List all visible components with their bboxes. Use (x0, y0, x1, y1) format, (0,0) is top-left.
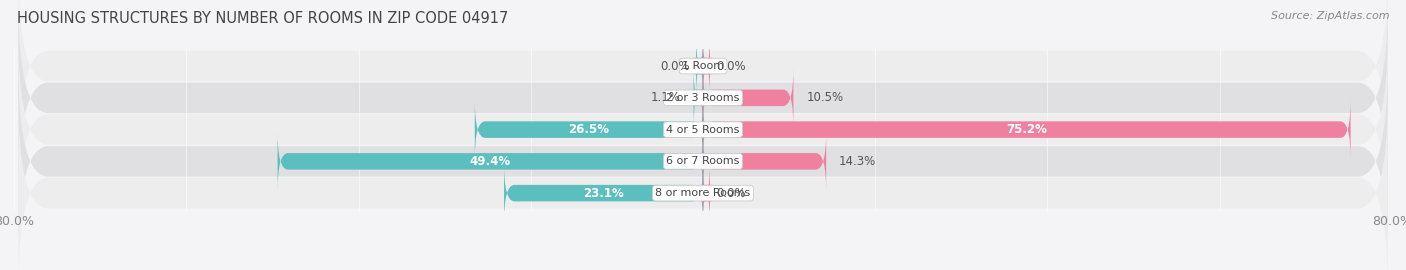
FancyBboxPatch shape (703, 100, 1351, 160)
Text: 0.0%: 0.0% (661, 60, 690, 73)
FancyBboxPatch shape (693, 36, 706, 96)
FancyBboxPatch shape (18, 97, 1388, 270)
FancyBboxPatch shape (18, 0, 1388, 162)
Text: 2 or 3 Rooms: 2 or 3 Rooms (666, 93, 740, 103)
Text: HOUSING STRUCTURES BY NUMBER OF ROOMS IN ZIP CODE 04917: HOUSING STRUCTURES BY NUMBER OF ROOMS IN… (17, 11, 508, 26)
FancyBboxPatch shape (18, 2, 1388, 194)
Text: 8 or more Rooms: 8 or more Rooms (655, 188, 751, 198)
Text: Source: ZipAtlas.com: Source: ZipAtlas.com (1271, 11, 1389, 21)
FancyBboxPatch shape (475, 100, 703, 160)
Text: 4 or 5 Rooms: 4 or 5 Rooms (666, 124, 740, 135)
Text: 26.5%: 26.5% (568, 123, 609, 136)
FancyBboxPatch shape (18, 65, 1388, 257)
Text: 6 or 7 Rooms: 6 or 7 Rooms (666, 156, 740, 166)
Text: 23.1%: 23.1% (583, 187, 624, 200)
FancyBboxPatch shape (505, 163, 703, 223)
Text: 1.1%: 1.1% (651, 91, 681, 104)
Text: 14.3%: 14.3% (839, 155, 876, 168)
FancyBboxPatch shape (700, 163, 713, 223)
FancyBboxPatch shape (693, 68, 704, 128)
FancyBboxPatch shape (700, 36, 713, 96)
Text: 0.0%: 0.0% (716, 60, 745, 73)
FancyBboxPatch shape (703, 68, 793, 128)
Text: 1 Room: 1 Room (682, 61, 724, 71)
Text: 0.0%: 0.0% (716, 187, 745, 200)
Text: 49.4%: 49.4% (470, 155, 510, 168)
Text: 75.2%: 75.2% (1007, 123, 1047, 136)
FancyBboxPatch shape (18, 34, 1388, 225)
FancyBboxPatch shape (277, 131, 703, 191)
Text: 10.5%: 10.5% (807, 91, 844, 104)
FancyBboxPatch shape (703, 131, 827, 191)
